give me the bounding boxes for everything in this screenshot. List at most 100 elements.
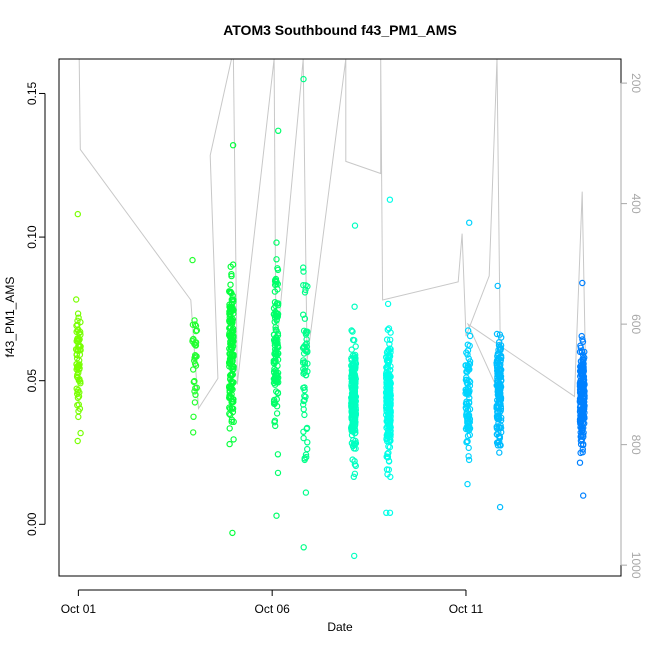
data-point	[274, 350, 282, 357]
y-tick-label: 0.05	[25, 369, 39, 393]
data-point	[304, 439, 311, 446]
data-point	[228, 372, 236, 379]
data-point	[493, 330, 501, 338]
data-point	[493, 403, 500, 411]
data-point	[273, 239, 280, 246]
data-point	[576, 398, 584, 406]
data-point	[273, 256, 280, 263]
data-point	[74, 437, 81, 445]
data-point	[74, 210, 82, 218]
data-point	[272, 357, 279, 364]
data-point	[349, 397, 356, 404]
data-point	[348, 402, 355, 410]
data-point	[74, 347, 82, 354]
data-point	[273, 327, 280, 334]
data-point	[190, 378, 197, 386]
altitude-track-line	[78, 59, 587, 411]
data-point	[75, 337, 83, 344]
data-point	[76, 365, 83, 372]
data-point	[76, 389, 83, 396]
data-point	[384, 453, 391, 461]
data-point	[75, 343, 82, 350]
data-point	[383, 404, 390, 411]
data-point	[386, 417, 394, 425]
data-point	[189, 429, 197, 436]
data-point	[351, 552, 358, 560]
data-point	[580, 360, 587, 367]
data-point	[227, 289, 234, 296]
data-point	[497, 422, 504, 429]
data-point	[226, 392, 233, 400]
data-point	[190, 413, 197, 420]
data-point	[465, 355, 472, 362]
data-point	[464, 351, 471, 358]
data-point	[77, 429, 84, 437]
data-point	[577, 369, 585, 377]
data-point	[275, 127, 282, 134]
data-point	[274, 266, 282, 274]
data-point	[74, 326, 82, 333]
data-point	[226, 440, 233, 448]
data-point	[274, 469, 282, 477]
data-point	[350, 380, 357, 388]
y-tick-label: 0.00	[25, 512, 39, 536]
data-point	[273, 512, 280, 519]
y-tick-label: 0.15	[25, 81, 39, 105]
data-point	[75, 401, 83, 408]
data-point	[352, 393, 360, 400]
right-tick-label: 1000	[629, 552, 643, 579]
data-point	[351, 303, 358, 310]
data-point	[387, 379, 394, 387]
data-point	[302, 341, 309, 348]
data-point	[189, 256, 196, 264]
data-point	[496, 503, 504, 511]
data-point	[271, 288, 279, 295]
data-point	[302, 489, 310, 496]
data-point	[73, 322, 80, 329]
data-point	[226, 325, 233, 332]
data-point	[77, 331, 84, 338]
data-point	[274, 336, 281, 344]
data-point	[299, 359, 307, 366]
y-axis-label: f43_PM1_AMS	[3, 277, 17, 358]
data-point	[579, 279, 586, 287]
right-tick-label: 400	[629, 194, 643, 214]
data-point	[229, 529, 236, 537]
data-point	[226, 360, 233, 367]
data-point	[579, 336, 586, 343]
data-point	[189, 366, 197, 373]
data-point	[383, 432, 390, 439]
data-point	[300, 282, 307, 289]
data-point	[302, 331, 310, 338]
data-point	[465, 363, 472, 371]
data-point	[229, 398, 236, 405]
data-point	[384, 326, 391, 333]
data-point	[225, 288, 233, 295]
data-point	[494, 282, 501, 290]
data-point	[273, 300, 281, 307]
data-point	[192, 339, 199, 346]
data-point	[351, 222, 359, 229]
data-point	[229, 363, 236, 370]
data-point	[498, 334, 505, 341]
data-point	[495, 342, 503, 349]
data-point	[228, 418, 235, 425]
data-point	[226, 310, 233, 318]
data-point	[229, 141, 237, 149]
data-point	[228, 296, 235, 303]
data-point	[578, 332, 585, 340]
data-point	[274, 451, 282, 458]
data-point	[74, 365, 81, 372]
data-point	[496, 385, 503, 392]
data-point	[272, 324, 279, 331]
x-tick-label: Oct 11	[449, 602, 484, 616]
data-point	[579, 442, 587, 449]
data-point	[75, 408, 82, 415]
data-point	[274, 375, 281, 382]
data-point	[496, 449, 503, 456]
data-point	[385, 443, 392, 450]
data-point	[350, 473, 357, 480]
data-point	[578, 405, 585, 413]
data-point	[300, 434, 307, 442]
